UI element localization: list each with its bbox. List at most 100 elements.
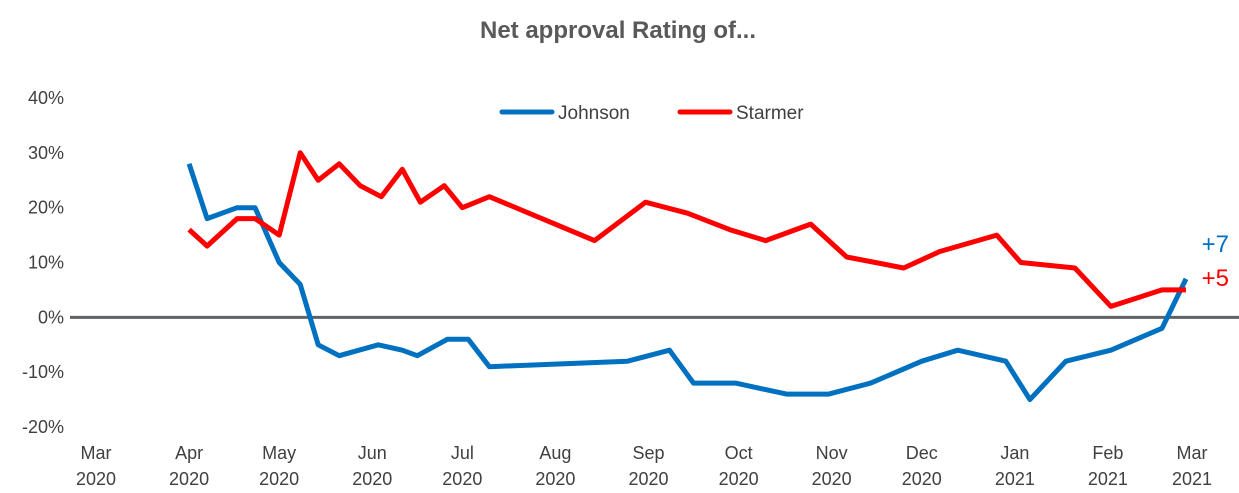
starmer-data-point xyxy=(487,194,492,199)
johnson-data-point xyxy=(376,342,381,347)
x-tick-month-label: Aug xyxy=(539,443,571,463)
johnson-data-point xyxy=(868,381,873,386)
y-tick-label: 40% xyxy=(28,88,64,108)
series-starmer xyxy=(187,150,1188,309)
starmer-data-point xyxy=(316,178,321,183)
starmer-data-point xyxy=(937,249,942,254)
johnson-data-point xyxy=(316,342,321,347)
x-tick-month-label: Sep xyxy=(632,443,664,463)
starmer-data-point xyxy=(901,265,906,270)
x-tick-month-label: Jan xyxy=(1000,443,1029,463)
x-tick-year-label: 2021 xyxy=(1088,469,1128,489)
x-tick-month-label: Jul xyxy=(451,443,474,463)
johnson-data-point xyxy=(826,392,831,397)
starmer-data-point xyxy=(844,255,849,260)
starmer-data-point xyxy=(994,233,999,238)
johnson-data-point xyxy=(1183,276,1188,281)
starmer-data-point xyxy=(400,167,405,172)
y-tick-label: 0% xyxy=(38,307,64,327)
series-layer xyxy=(186,150,1189,403)
starmer-data-point xyxy=(643,200,648,205)
johnson-data-point xyxy=(1108,348,1113,353)
x-tick-year-label: 2020 xyxy=(812,469,852,489)
johnson-data-point xyxy=(784,392,789,397)
x-tick-year-label: 2020 xyxy=(352,469,392,489)
johnson-data-point xyxy=(1159,326,1164,331)
end-label-starmer: +5 xyxy=(1202,265,1229,292)
starmer-data-point xyxy=(592,238,597,243)
x-tick-month-label: Mar xyxy=(1177,443,1208,463)
johnson-data-point xyxy=(1003,359,1008,364)
starmer-data-point xyxy=(337,161,342,166)
starmer-data-point xyxy=(298,150,303,155)
johnson-data-point xyxy=(205,216,210,221)
starmer-data-point xyxy=(460,205,465,210)
johnson-data-point xyxy=(337,353,342,358)
y-tick-label: 10% xyxy=(28,253,64,273)
end-labels: +7+5 xyxy=(1202,231,1229,292)
x-tick-year-label: 2020 xyxy=(442,469,482,489)
johnson-data-point xyxy=(415,353,420,358)
legend: Johnson Starmer xyxy=(499,103,804,124)
x-tick-year-label: 2020 xyxy=(628,469,668,489)
y-tick-label: 30% xyxy=(28,143,64,163)
starmer-data-point xyxy=(1108,304,1113,309)
x-tick-month-label: Apr xyxy=(175,443,203,463)
starmer-data-point xyxy=(205,244,210,249)
x-tick-month-label: Oct xyxy=(725,443,753,463)
johnson-data-point xyxy=(187,161,192,166)
x-tick-year-label: 2020 xyxy=(169,469,209,489)
johnson-data-point xyxy=(625,359,630,364)
johnson-data-point xyxy=(400,348,405,353)
x-axis: Mar 2020 Apr 2020 May 2020 Jun 2020 Jul 2020 Aug 20… xyxy=(76,443,1212,489)
johnson-data-point xyxy=(253,205,258,210)
y-tick-label: -20% xyxy=(22,417,64,437)
starmer-data-point xyxy=(685,211,690,216)
starmer-data-point xyxy=(235,216,240,221)
x-tick-month-label: Nov xyxy=(816,443,848,463)
series-johnson xyxy=(186,161,1189,403)
x-tick-month-label: Mar xyxy=(81,443,112,463)
chart-title: Net approval Rating of... xyxy=(480,17,756,44)
starmer-data-point xyxy=(358,183,363,188)
y-tick-label: -10% xyxy=(22,362,64,382)
legend-label-johnson: Johnson xyxy=(558,103,630,124)
starmer-data-point xyxy=(1018,260,1023,265)
starmer-data-point xyxy=(379,194,384,199)
johnson-data-point xyxy=(1027,397,1032,402)
johnson-data-point xyxy=(277,260,282,265)
x-tick-year-label: 2020 xyxy=(76,469,116,489)
johnson-data-point xyxy=(235,205,240,210)
johnson-data-point xyxy=(667,348,672,353)
legend-label-starmer: Starmer xyxy=(736,103,804,124)
johnson-data-point xyxy=(691,381,696,386)
johnson-data-point xyxy=(298,282,303,287)
johnson-line xyxy=(186,163,1189,403)
x-tick-year-label: 2020 xyxy=(719,469,759,489)
x-tick-year-label: 2020 xyxy=(902,469,942,489)
x-tick-year-label: 2021 xyxy=(995,469,1035,489)
end-label-johnson: +7 xyxy=(1202,231,1229,258)
starmer-data-point xyxy=(1183,287,1188,292)
starmer-data-point xyxy=(277,233,282,238)
x-tick-month-label: Jun xyxy=(358,443,387,463)
johnson-data-point xyxy=(919,359,924,364)
x-tick-month-label: Feb xyxy=(1092,443,1123,463)
johnson-data-point xyxy=(1063,359,1068,364)
y-tick-label: 20% xyxy=(28,198,64,218)
starmer-data-point xyxy=(808,222,813,227)
y-axis: -20% -10% 0% 10% 20% 30% 40% xyxy=(22,88,64,437)
starmer-data-point xyxy=(763,238,768,243)
starmer-data-point xyxy=(1159,287,1164,292)
x-tick-year-label: 2020 xyxy=(535,469,575,489)
x-tick-year-label: 2021 xyxy=(1172,469,1212,489)
starmer-data-point xyxy=(253,216,258,221)
johnson-data-point xyxy=(445,337,450,342)
johnson-data-point xyxy=(955,348,960,353)
starmer-data-point xyxy=(1072,265,1077,270)
johnson-data-point xyxy=(733,381,738,386)
x-tick-month-label: May xyxy=(262,443,296,463)
x-tick-month-label: Dec xyxy=(906,443,938,463)
starmer-data-point xyxy=(418,200,423,205)
